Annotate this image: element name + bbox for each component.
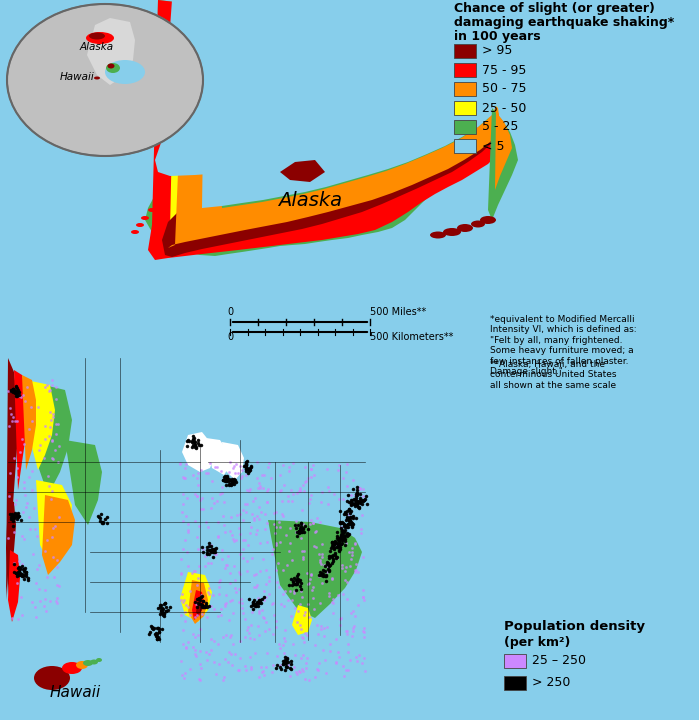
Polygon shape <box>36 480 72 565</box>
Ellipse shape <box>90 660 98 665</box>
Polygon shape <box>32 382 72 495</box>
Ellipse shape <box>27 653 29 655</box>
Ellipse shape <box>83 660 93 666</box>
Text: 75 - 95: 75 - 95 <box>482 63 526 76</box>
Polygon shape <box>22 375 36 470</box>
Polygon shape <box>87 18 135 85</box>
Bar <box>504 676 526 690</box>
Polygon shape <box>26 380 55 470</box>
Polygon shape <box>162 8 500 257</box>
Polygon shape <box>165 3 500 244</box>
Polygon shape <box>6 358 18 600</box>
Polygon shape <box>6 500 16 595</box>
Bar <box>0 352 699 720</box>
Ellipse shape <box>457 224 473 232</box>
Text: > 95: > 95 <box>482 45 512 58</box>
Ellipse shape <box>34 666 70 690</box>
Polygon shape <box>148 0 502 260</box>
Ellipse shape <box>45 675 59 685</box>
Ellipse shape <box>7 4 203 156</box>
Polygon shape <box>206 438 230 475</box>
Text: Chance of slight (or greater): Chance of slight (or greater) <box>454 2 655 15</box>
Text: Hawaii: Hawaii <box>59 72 94 82</box>
Bar <box>504 654 526 668</box>
Bar <box>454 139 476 153</box>
Bar <box>0 0 699 360</box>
Text: 50 - 75: 50 - 75 <box>482 83 526 96</box>
Ellipse shape <box>34 655 38 657</box>
Ellipse shape <box>31 654 34 656</box>
Text: 0: 0 <box>227 332 233 342</box>
Ellipse shape <box>430 232 446 238</box>
Text: **Alaska, Hawaii, and the
conterminous United States
all shown at the same scale: **Alaska, Hawaii, and the conterminous U… <box>490 360 617 390</box>
Ellipse shape <box>38 657 41 659</box>
Text: 25 – 250: 25 – 250 <box>532 654 586 667</box>
Ellipse shape <box>131 230 139 234</box>
Ellipse shape <box>108 63 115 68</box>
Polygon shape <box>202 4 498 208</box>
Polygon shape <box>14 370 28 490</box>
Text: > 250: > 250 <box>532 677 570 690</box>
Text: 500 Miles**: 500 Miles** <box>370 307 426 317</box>
Ellipse shape <box>136 223 144 227</box>
Polygon shape <box>42 495 75 575</box>
Ellipse shape <box>76 661 88 669</box>
Polygon shape <box>196 598 202 616</box>
Text: 25 - 50: 25 - 50 <box>482 102 526 114</box>
Polygon shape <box>488 108 518 220</box>
Polygon shape <box>292 605 312 635</box>
Text: *equivalent to Modified Mercalli
Intensity VI, which is defined as:
"Felt by all: *equivalent to Modified Mercalli Intensi… <box>490 315 637 376</box>
Ellipse shape <box>105 60 145 84</box>
Ellipse shape <box>89 32 105 40</box>
Ellipse shape <box>148 208 156 212</box>
Polygon shape <box>280 160 325 182</box>
Polygon shape <box>192 590 204 620</box>
Ellipse shape <box>480 216 496 224</box>
Polygon shape <box>268 520 362 618</box>
Text: (per km²): (per km²) <box>504 636 570 649</box>
Polygon shape <box>8 358 366 692</box>
Text: damaging earthquake shaking*: damaging earthquake shaking* <box>454 16 675 29</box>
Polygon shape <box>188 580 208 624</box>
Bar <box>454 63 476 77</box>
Text: Alaska: Alaska <box>278 191 342 210</box>
Polygon shape <box>495 112 512 190</box>
Polygon shape <box>8 550 20 622</box>
Ellipse shape <box>471 220 485 228</box>
Bar <box>454 120 476 134</box>
Text: 5 - 25: 5 - 25 <box>482 120 519 133</box>
Polygon shape <box>182 432 215 472</box>
Text: Population density: Population density <box>504 620 645 633</box>
Text: 500 Kilometers**: 500 Kilometers** <box>370 332 454 342</box>
Text: Hawaii: Hawaii <box>50 685 101 700</box>
Polygon shape <box>168 4 500 248</box>
Ellipse shape <box>94 76 100 79</box>
Ellipse shape <box>86 32 114 44</box>
Polygon shape <box>180 572 212 622</box>
Ellipse shape <box>443 228 461 236</box>
Bar <box>454 101 476 115</box>
Polygon shape <box>65 440 102 525</box>
Text: < 5: < 5 <box>482 140 505 153</box>
Text: Alaska: Alaska <box>80 42 114 52</box>
Text: 0: 0 <box>227 307 233 317</box>
Ellipse shape <box>62 662 82 674</box>
Text: in 100 years: in 100 years <box>454 30 540 43</box>
Ellipse shape <box>106 63 120 73</box>
Ellipse shape <box>141 216 149 220</box>
Bar <box>454 44 476 58</box>
Polygon shape <box>215 5 494 208</box>
Bar <box>454 82 476 96</box>
Polygon shape <box>155 0 498 176</box>
Polygon shape <box>145 0 502 256</box>
Ellipse shape <box>96 658 102 662</box>
Polygon shape <box>222 442 244 480</box>
